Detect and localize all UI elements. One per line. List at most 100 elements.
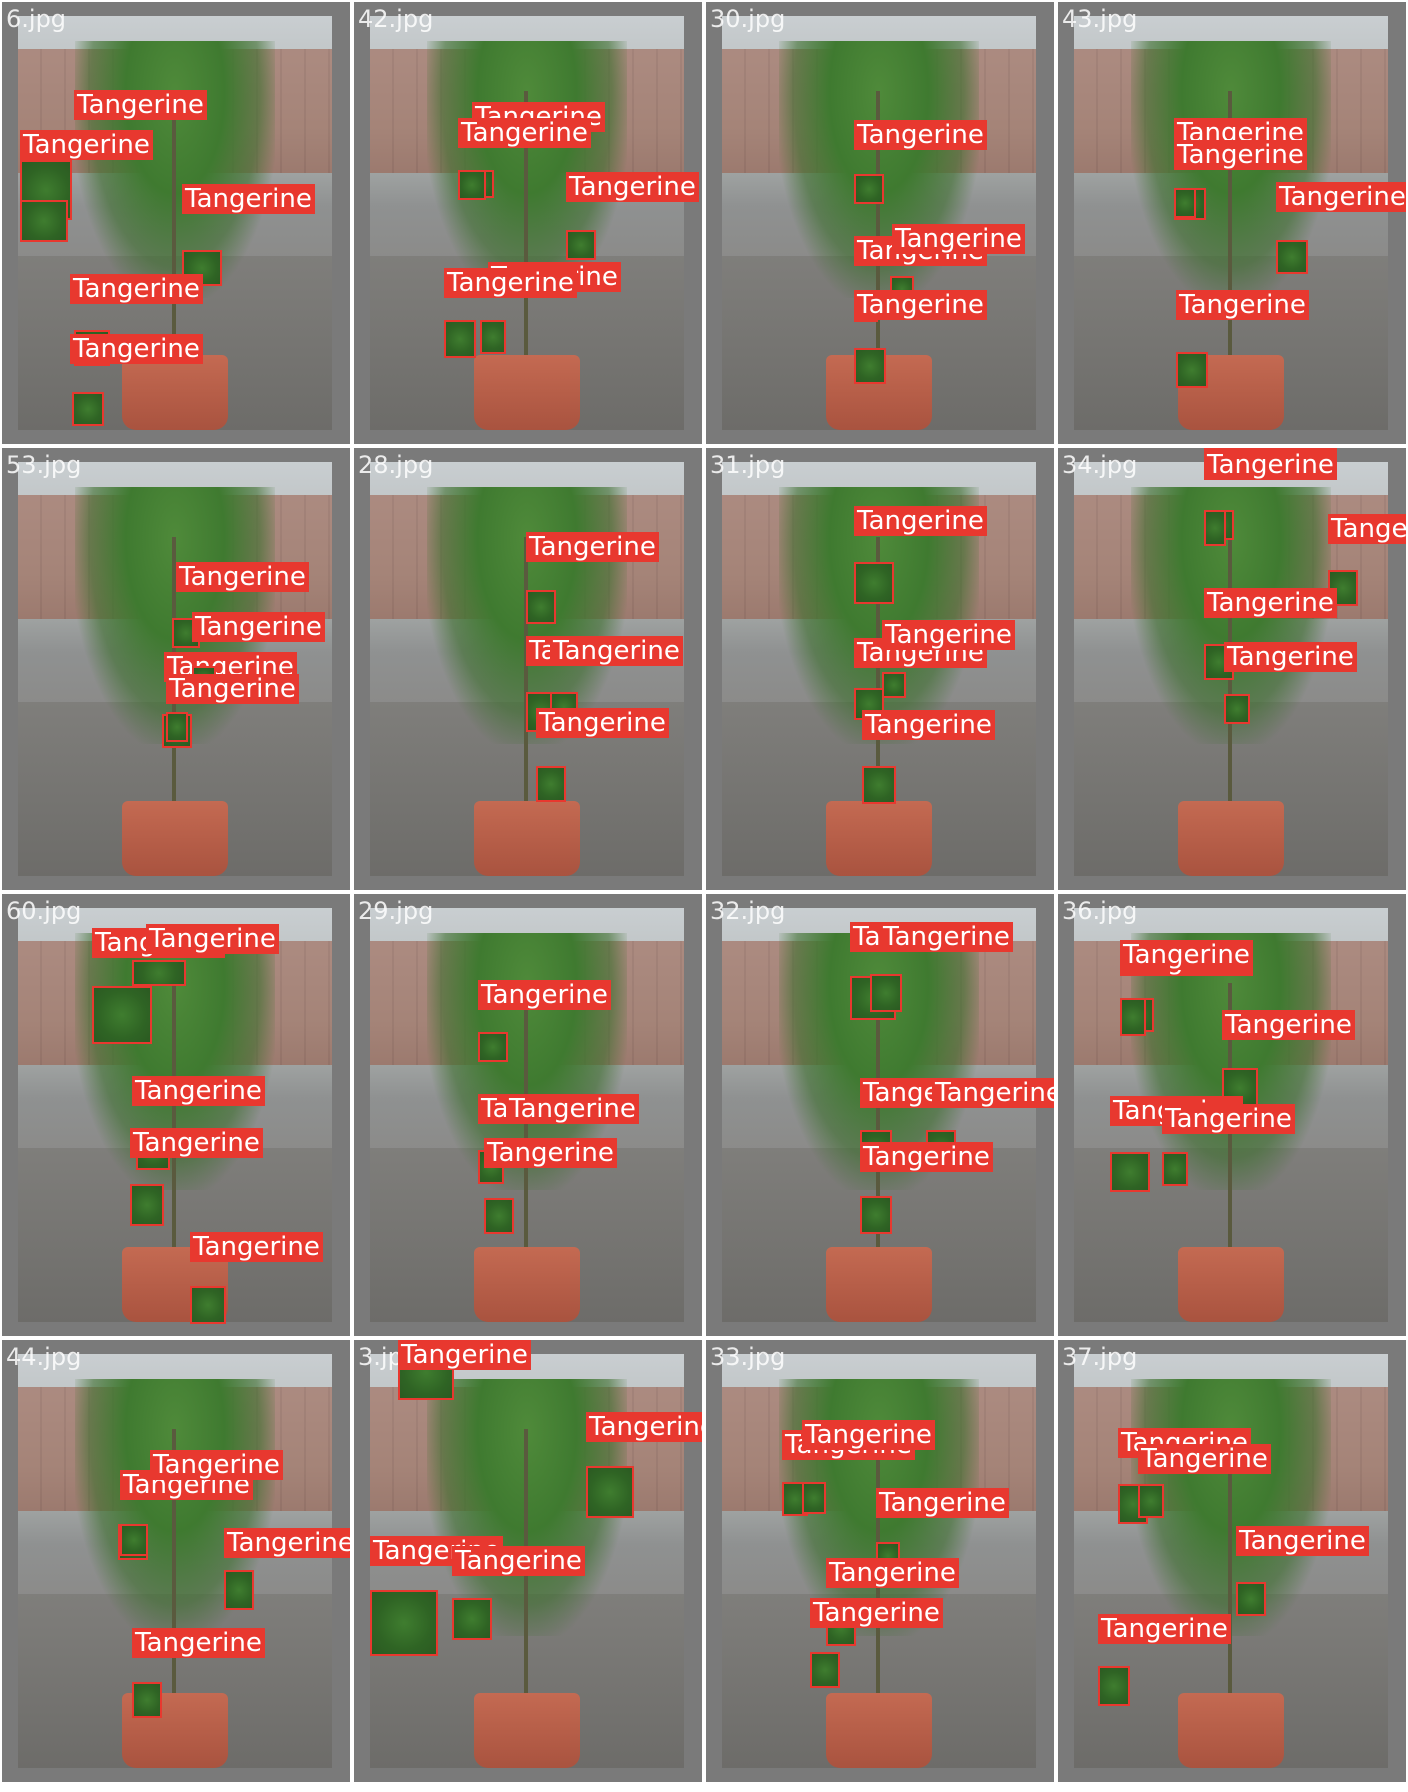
class-label: Tangerine [150, 1450, 283, 1480]
file-name-label: 32.jpg [710, 897, 786, 925]
image-tile: 42.jpg Tangerine Tangerine Tangerine Tangeri… [354, 2, 702, 444]
class-label: Tangerine [882, 620, 1015, 650]
bounding-box [1138, 1484, 1164, 1518]
image-tile: 33.jpg Tangerine Tangerine Tangerine Tangeri… [706, 1340, 1054, 1782]
bounding-box [1276, 240, 1308, 274]
image-tile: 44.jpg Tangerine Tangerine Tangerine Tangeri… [2, 1340, 350, 1782]
file-name-label: 43.jpg [1062, 5, 1138, 33]
class-label: Tangerine [224, 1528, 350, 1558]
plant-photo [370, 462, 684, 876]
class-label: Tangerine [130, 1128, 263, 1158]
image-tile: 53.jpg Tangerine Tangerine Tangerine Tangeri… [2, 448, 350, 890]
class-label: Tangerine [854, 506, 987, 536]
class-label: Tangerine [484, 1138, 617, 1168]
class-label: Tangerine [506, 1094, 639, 1124]
class-label: Tangerine [876, 1488, 1009, 1518]
class-label: Tangerine [176, 562, 309, 592]
bounding-box [536, 766, 566, 802]
file-name-label: 42.jpg [358, 5, 434, 33]
bounding-box [1236, 1582, 1266, 1616]
flower-pot [825, 1247, 933, 1322]
bounding-box [444, 320, 476, 358]
bounding-box [862, 766, 896, 804]
bounding-box [1176, 352, 1208, 388]
class-label: Tangerine [1162, 1104, 1295, 1134]
scene-stem [875, 536, 880, 819]
flower-pot [825, 1693, 933, 1768]
class-label: Tangerine [1098, 1614, 1231, 1644]
scene-stem [875, 982, 880, 1265]
class-label: Tangerine [892, 224, 1025, 254]
bounding-box [478, 1032, 508, 1062]
class-label: Tangerine [1174, 140, 1307, 170]
file-name-label: 60.jpg [6, 897, 82, 925]
flower-pot [473, 1693, 581, 1768]
class-label: Tangerine [458, 118, 591, 148]
flower-pot [121, 801, 229, 876]
bounding-box [1204, 510, 1226, 546]
class-label: Tangerine [862, 710, 995, 740]
scene-stem [1227, 1428, 1232, 1711]
class-label: Tangerine [132, 1076, 265, 1106]
scene-stem [171, 982, 176, 1265]
class-label: Tangerine [932, 1078, 1054, 1108]
file-name-label: 34.jpg [1062, 451, 1138, 479]
plant-photo [722, 908, 1036, 1322]
class-label: Tangerine [398, 1340, 531, 1370]
file-name-label: 33.jpg [710, 1343, 786, 1371]
class-label: Tangerine [802, 1420, 935, 1450]
class-label: Tangerine [826, 1558, 959, 1588]
bounding-box [452, 1598, 492, 1640]
flower-pot [1177, 1693, 1285, 1768]
class-label: Tangerine [70, 274, 203, 304]
scene-stem [171, 1428, 176, 1711]
bounding-box [526, 590, 556, 624]
class-label: Tangerine [182, 184, 315, 214]
plant-photo [370, 1354, 684, 1768]
file-name-label: 44.jpg [6, 1343, 82, 1371]
class-label: Tangerine [192, 612, 325, 642]
class-label: Tangerine [20, 130, 153, 160]
bounding-box [1162, 1152, 1188, 1186]
image-tile: 43.jpg Tangerine Tangerine Tangerine Tangeri… [1058, 2, 1406, 444]
class-label: Tangerine [1222, 1010, 1355, 1040]
bounding-box [166, 712, 188, 742]
class-label: Tangerine [1138, 1444, 1271, 1474]
file-name-label: 29.jpg [358, 897, 434, 925]
bounding-box [132, 960, 186, 986]
image-tile: 37.jpg Tangerine Tangerine Tangerine Tangeri… [1058, 1340, 1406, 1782]
bounding-box [854, 174, 884, 204]
class-label: Tangerine [70, 334, 203, 364]
class-label: Tangerine [1204, 450, 1337, 480]
plant-photo [370, 16, 684, 430]
plant-photo [1074, 16, 1388, 430]
scene-stem [1227, 90, 1232, 373]
bounding-box [130, 1184, 164, 1226]
image-tile: 3.jpgTangerineTangerineTangerineTangerin… [354, 1340, 702, 1782]
class-label: Tangerine [880, 922, 1013, 952]
bounding-box [810, 1652, 840, 1688]
bounding-box [224, 1570, 254, 1610]
class-label: Tangerine [526, 532, 659, 562]
class-label: Tangerine [132, 1628, 265, 1658]
bounding-box [870, 974, 902, 1012]
bounding-box [860, 1196, 892, 1234]
bounding-box [854, 348, 886, 384]
class-label: Tangerine [536, 708, 669, 738]
flower-pot [1177, 1247, 1285, 1322]
bounding-box [566, 230, 596, 260]
bounding-box [370, 1590, 438, 1656]
class-label: Tangerine [1328, 514, 1406, 544]
class-label: Tangerine [190, 1232, 323, 1262]
class-label: Tangerine [166, 674, 299, 704]
bounding-box [1224, 694, 1250, 724]
bounding-box [92, 986, 152, 1044]
bounding-box [132, 1682, 162, 1718]
bounding-box [120, 1524, 148, 1556]
bounding-box [1110, 1152, 1150, 1192]
class-label: Tangerine [810, 1598, 943, 1628]
image-tile: 36.jpgTangerineTangerineTangerineTangeri… [1058, 894, 1406, 1336]
class-label: Tangerine [860, 1142, 993, 1172]
file-name-label: 30.jpg [710, 5, 786, 33]
class-label: Tangerine [1120, 940, 1253, 970]
